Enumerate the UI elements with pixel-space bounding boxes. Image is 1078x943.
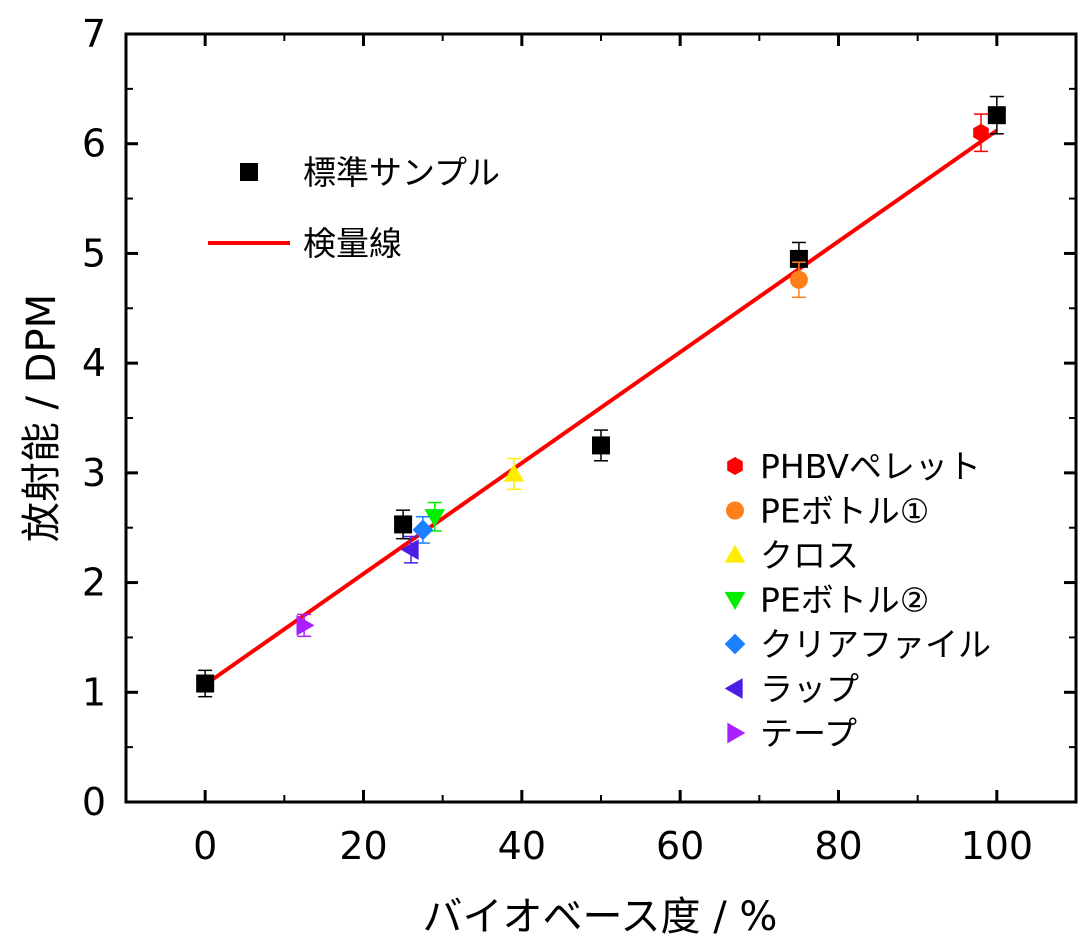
calibration-line <box>204 128 998 687</box>
data-point <box>424 509 446 528</box>
legend-label: 標準サンプル <box>303 153 500 192</box>
x-tick-label: 100 <box>961 824 1034 868</box>
y-tick-label: 3 <box>82 451 106 495</box>
legend-swatch <box>724 544 746 563</box>
legend-label: クリアファイル <box>760 625 991 664</box>
y-tick-label: 4 <box>82 341 106 385</box>
legend-label: PHBVペレット <box>760 447 981 486</box>
legend-swatch <box>724 591 746 610</box>
data-point <box>592 436 610 455</box>
data-point <box>400 539 419 561</box>
y-axis-title: 放射能 / DPM <box>19 294 65 542</box>
x-axis-title: バイオベース度 / % <box>423 894 778 940</box>
legend-label: クロス <box>760 536 859 575</box>
data-point <box>973 123 989 142</box>
fit-line-layer <box>204 128 998 687</box>
data-point <box>394 515 413 534</box>
legend-swatch <box>240 163 258 181</box>
x-tick-label: 80 <box>814 824 862 868</box>
legend-swatch <box>727 722 746 744</box>
x-tick-label: 0 <box>193 824 217 868</box>
y-tick-label: 5 <box>82 231 106 275</box>
x-tick-label: 20 <box>339 824 387 868</box>
data-point <box>412 519 434 541</box>
data-point <box>196 674 215 693</box>
legend-swatch <box>726 501 744 520</box>
legend-label: ラップ <box>760 670 859 709</box>
data-point <box>987 106 1006 125</box>
data-point <box>789 270 808 289</box>
legend-label: 検量線 <box>303 224 402 263</box>
legend-swatch <box>724 633 746 655</box>
y-tick-label: 0 <box>82 780 106 824</box>
plot-area-border <box>124 32 1078 804</box>
y-tick-label: 1 <box>82 670 106 714</box>
plot-frame <box>124 32 1078 804</box>
data-point <box>296 615 315 636</box>
legend-label: PEボトル① <box>760 492 929 531</box>
legend-swatch <box>727 457 743 475</box>
axis-ticks <box>125 32 1077 804</box>
data-point <box>503 463 525 482</box>
y-tick-label: 7 <box>82 12 106 56</box>
legend-label: PEボトル② <box>760 581 929 620</box>
y-tick-label: 2 <box>82 561 106 605</box>
tick-labels: 0 20 40 60 80 100 0 1 2 3 4 5 6 7 <box>82 12 1033 868</box>
data-point <box>789 249 808 268</box>
legend-label: テープ <box>760 714 857 753</box>
legend-swatch <box>724 678 743 699</box>
data-points <box>196 95 1006 698</box>
x-tick-label: 40 <box>498 824 546 868</box>
y-tick-label: 6 <box>82 122 106 166</box>
x-tick-label: 60 <box>656 824 704 868</box>
